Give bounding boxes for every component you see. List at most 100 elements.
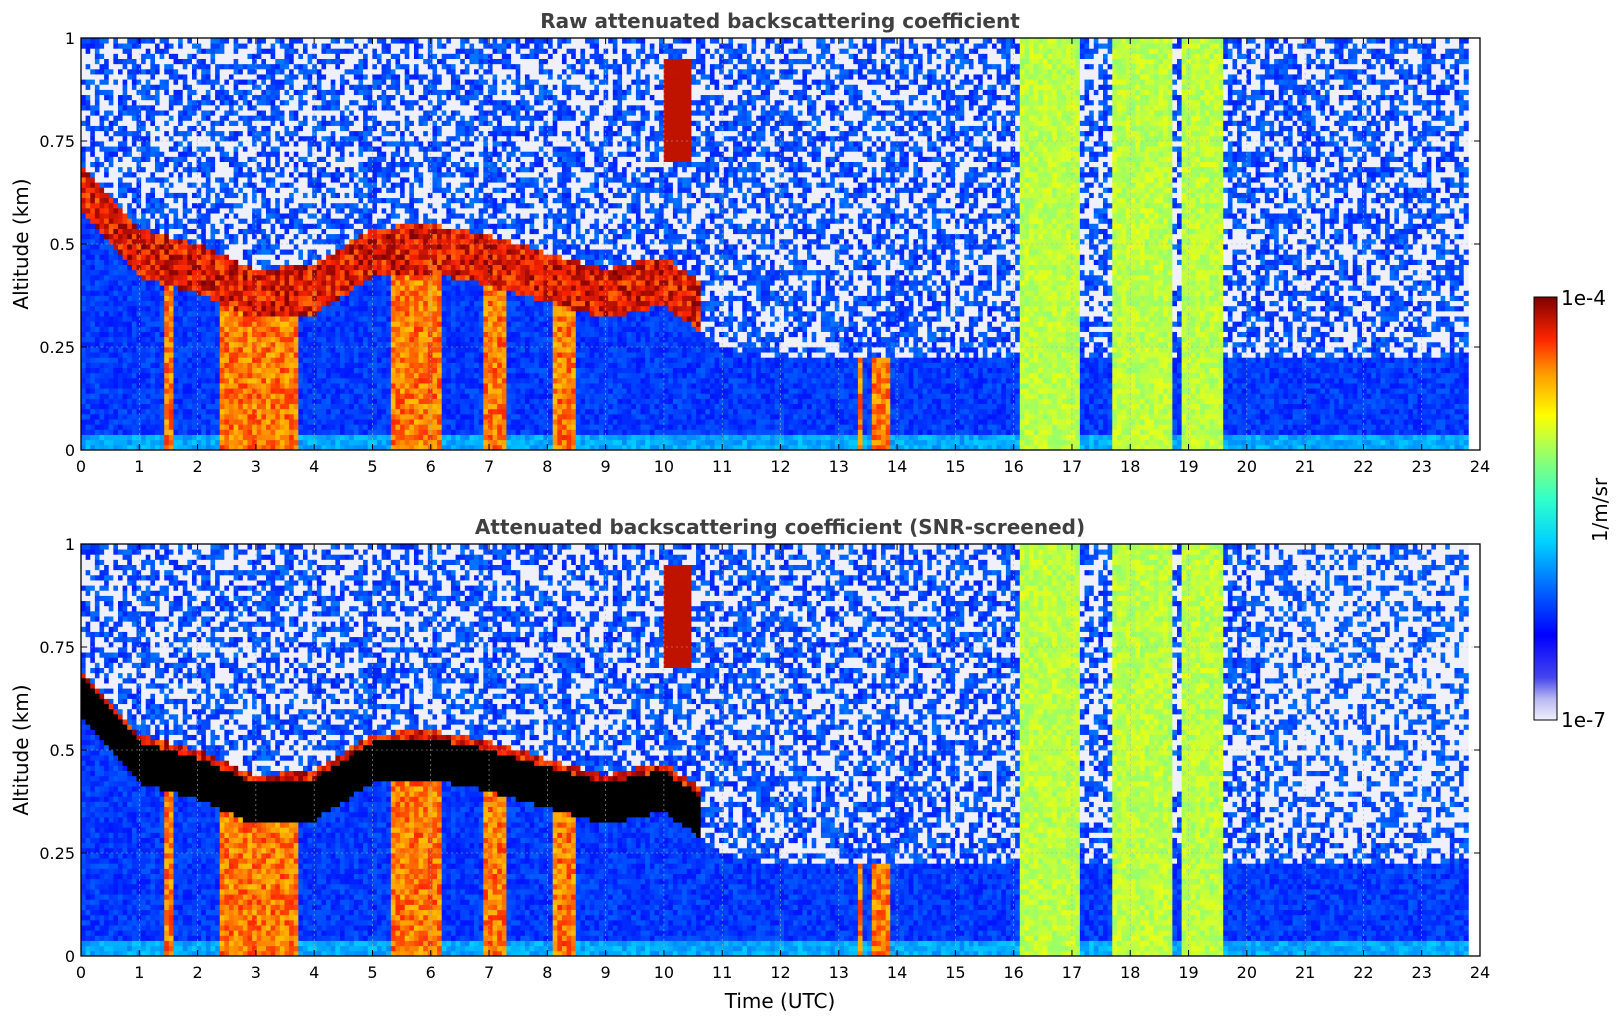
heatmap-cell [219, 63, 225, 70]
heatmap-cell [113, 254, 119, 260]
heatmap-cell [256, 419, 262, 425]
heatmap-cell [99, 166, 105, 173]
heatmap-cell [302, 259, 308, 265]
heatmap-cell [118, 300, 124, 307]
heatmap-cell [238, 84, 244, 90]
heatmap-cell [312, 434, 318, 441]
heatmap-cell [191, 53, 198, 59]
heatmap-cell [131, 223, 137, 229]
heatmap-cell [201, 125, 207, 132]
heatmap-cell [302, 187, 308, 193]
heatmap-cell [252, 63, 258, 70]
heatmap-cell [252, 429, 258, 435]
heatmap-cell [363, 207, 369, 214]
heatmap-cell [154, 439, 161, 446]
heatmap-cell [173, 58, 179, 65]
heatmap-cell [182, 141, 188, 147]
heatmap-cell [94, 393, 100, 399]
heatmap-cell [215, 259, 221, 265]
heatmap-cell [256, 120, 262, 126]
heatmap-cell [261, 274, 267, 281]
heatmap-cell [256, 238, 262, 245]
heatmap-cell [131, 285, 137, 291]
heatmap-cell [293, 141, 299, 147]
heatmap-cell [219, 74, 225, 80]
heatmap-cell [118, 280, 124, 286]
heatmap-cell [122, 151, 128, 157]
heatmap-cell [261, 305, 267, 312]
heatmap-cell [265, 285, 271, 291]
heatmap-cell [219, 213, 225, 219]
heatmap-cell [145, 357, 151, 363]
heatmap-cell [136, 74, 142, 80]
heatmap-cell [344, 110, 350, 116]
heatmap-cell [339, 259, 345, 265]
heatmap-cell [326, 434, 332, 441]
heatmap-cell [307, 383, 313, 389]
heatmap-cell [215, 280, 221, 286]
heatmap-cell [131, 341, 137, 348]
heatmap-cell [201, 388, 207, 394]
heatmap-cell [191, 377, 198, 384]
heatmap-cell [136, 218, 142, 224]
heatmap-cell [191, 341, 198, 348]
heatmap-cell [113, 53, 119, 59]
heatmap-cell [131, 74, 137, 80]
heatmap-cell [108, 141, 114, 147]
heatmap-cell [159, 347, 165, 353]
heatmap-cell [339, 439, 345, 446]
heatmap-cell [270, 79, 276, 85]
heatmap-cell [270, 424, 276, 430]
heatmap-cell [154, 53, 161, 59]
heatmap-cell [187, 110, 193, 116]
heatmap-cell [302, 316, 308, 322]
heatmap-cell [182, 146, 188, 152]
heatmap-cell [173, 408, 179, 415]
heatmap-cell [85, 285, 91, 291]
heatmap-cell [205, 74, 211, 80]
heatmap-cell [141, 223, 147, 229]
heatmap-cell [279, 295, 285, 302]
heatmap-cell [187, 352, 193, 358]
heatmap-cell [173, 74, 179, 80]
heatmap-cell [256, 331, 262, 338]
heatmap-cell [256, 424, 262, 430]
heatmap-cell [131, 269, 137, 276]
heatmap-cell [205, 99, 211, 106]
heatmap-cell [316, 228, 322, 235]
heatmap-cell [168, 99, 174, 106]
heatmap-cell [344, 202, 350, 209]
heatmap-cell [145, 63, 151, 70]
heatmap-cell [182, 171, 188, 178]
heatmap-cell [219, 403, 225, 410]
heatmap-cell [284, 429, 290, 435]
heatmap-cell [367, 347, 373, 353]
heatmap-cell [127, 316, 133, 322]
heatmap-cell [205, 58, 211, 65]
heatmap-cell [349, 130, 355, 137]
heatmap-cell [279, 84, 285, 90]
heatmap-cell [279, 187, 285, 193]
heatmap-cell [358, 336, 364, 343]
heatmap-cell [104, 74, 110, 80]
heatmap-cell [349, 305, 355, 312]
heatmap-cell [150, 383, 156, 389]
heatmap-cell [298, 367, 304, 374]
heatmap-cell [205, 244, 211, 250]
heatmap-cell [335, 300, 341, 307]
heatmap-cell [168, 187, 174, 193]
heatmap-cell [293, 84, 299, 90]
heatmap-cell [238, 238, 244, 245]
heatmap-cell [210, 393, 216, 399]
heatmap-cell [104, 403, 110, 410]
heatmap-cell [201, 419, 207, 425]
heatmap-cell [150, 408, 156, 415]
heatmap-cell [256, 38, 262, 44]
heatmap-cell [127, 429, 133, 435]
heatmap-cell [279, 130, 285, 137]
heatmap-cell [113, 151, 119, 157]
heatmap-cell [321, 161, 327, 168]
heatmap-cell [261, 367, 267, 374]
heatmap-cell [307, 213, 313, 219]
heatmap-cell [90, 372, 96, 379]
